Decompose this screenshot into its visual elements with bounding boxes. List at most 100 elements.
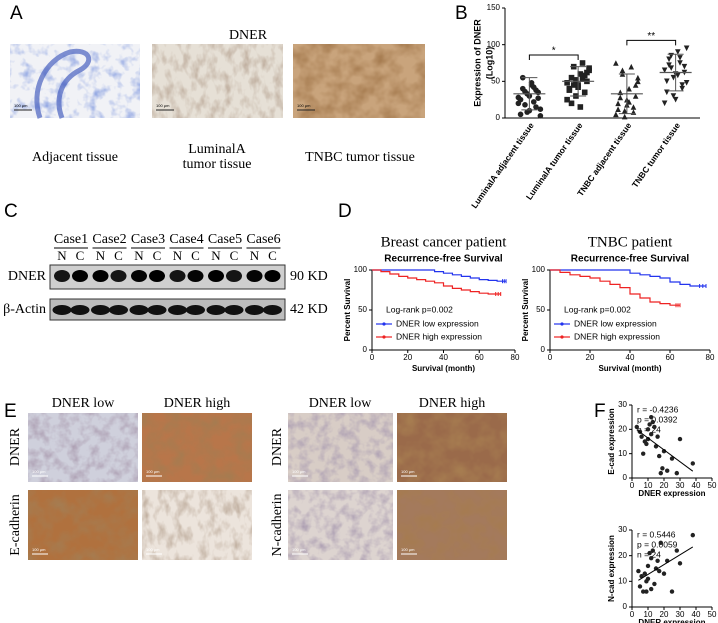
x-tick-label: 0 — [630, 610, 635, 619]
survival-curve — [372, 269, 501, 295]
data-point — [672, 96, 679, 103]
data-point — [677, 55, 683, 61]
data-point — [515, 94, 522, 101]
data-point — [617, 94, 624, 101]
data-point — [639, 434, 644, 439]
x-tick-label: 20 — [586, 353, 595, 362]
case-label: Case6 — [246, 232, 280, 247]
x-tick-label: 50 — [708, 481, 717, 490]
blot-band — [72, 270, 88, 282]
y-axis-label: Expression of DNER — [472, 19, 482, 107]
lane-label: C — [268, 248, 277, 263]
blot-band — [131, 270, 147, 282]
x-tick-label: 40 — [692, 610, 701, 619]
data-point — [628, 63, 635, 70]
legend-label: DNER high expression — [396, 331, 482, 341]
y-axis-label: Percent Survival — [343, 279, 352, 342]
data-point — [649, 586, 654, 592]
data-point — [528, 80, 535, 86]
data-point — [674, 470, 679, 476]
data-point — [564, 80, 570, 86]
y-tick-label: 100 — [354, 265, 368, 274]
legend-marker — [382, 335, 386, 339]
stat-label: p = 0.0059 — [637, 539, 678, 549]
x-tick-label: 30 — [676, 481, 685, 490]
blot-band — [110, 270, 127, 282]
scale-bar-label: 100 μm — [146, 547, 160, 552]
scale-bar-label: 100 μm — [32, 547, 46, 552]
data-point — [645, 427, 651, 432]
blot-band — [168, 305, 187, 315]
data-point — [645, 576, 651, 581]
blot-band — [245, 305, 264, 315]
y-tick-label: 30 — [618, 400, 627, 409]
data-point — [568, 74, 575, 81]
data-point — [537, 106, 544, 112]
regression-line — [638, 546, 694, 581]
data-point — [674, 548, 679, 553]
data-point — [661, 67, 668, 74]
chart-subtitle: Recurrence-free Survival — [384, 254, 503, 265]
data-point — [677, 60, 683, 66]
blot-band — [186, 305, 205, 315]
y-tick-label: 0 — [363, 345, 368, 354]
data-point — [665, 468, 670, 473]
legend-marker — [382, 322, 386, 326]
survival-curve — [550, 269, 706, 287]
data-point — [613, 111, 619, 118]
data-point — [649, 432, 654, 437]
data-point — [581, 89, 588, 96]
scale-bar-label: 100 μm — [32, 469, 46, 474]
data-point — [626, 99, 632, 105]
y-axis-label: Percent Survival — [521, 279, 530, 342]
data-point — [634, 424, 639, 430]
blot-band — [206, 305, 226, 315]
data-point — [683, 45, 690, 52]
data-point — [586, 65, 592, 71]
data-point — [690, 461, 695, 466]
y-tick-label: 10 — [618, 576, 627, 585]
data-point — [630, 104, 637, 110]
data-point — [645, 563, 651, 569]
blot-band — [70, 305, 90, 315]
blot-band — [109, 305, 128, 315]
row-label: DNER — [8, 427, 23, 466]
data-point — [660, 466, 665, 471]
data-point — [642, 571, 647, 576]
scale-bar-label: 100 μm — [156, 103, 170, 108]
data-point — [658, 470, 663, 476]
data-point — [517, 111, 524, 118]
data-point — [670, 93, 677, 99]
data-point — [655, 434, 660, 439]
panel-title: DNER — [229, 28, 268, 43]
band-size: 42 KD — [290, 302, 328, 317]
blot-band — [91, 305, 110, 315]
case-label: Case1 — [54, 232, 88, 247]
x-tick-label: 20 — [660, 610, 669, 619]
data-point — [675, 49, 681, 55]
data-point — [679, 82, 686, 88]
lane-label: N — [173, 248, 183, 263]
x-axis-label: Survival (month) — [412, 364, 475, 373]
blot-band — [208, 270, 224, 282]
x-tick-label: 40 — [692, 481, 701, 490]
data-point — [683, 80, 690, 86]
panel-label: C — [4, 201, 18, 222]
y-tick-label: 50 — [491, 76, 500, 85]
x-tick-label: 60 — [475, 353, 484, 362]
error-bar — [521, 77, 538, 111]
x-tick-label: LuminalA tumor tissue — [524, 120, 585, 201]
column-header: DNER low — [309, 396, 373, 411]
x-tick-label: 10 — [644, 610, 653, 619]
stat-label: p = 0.0392 — [637, 414, 678, 424]
x-tick-label: 40 — [626, 353, 635, 362]
y-axis-label: N-cad expression — [607, 535, 616, 602]
case-label: Case5 — [208, 232, 242, 247]
lane-label: C — [76, 248, 85, 263]
blot-band — [52, 305, 72, 315]
chart-title: Breast cancer patient — [381, 234, 508, 250]
caption: LuminalA — [188, 142, 246, 157]
lane-label: C — [230, 248, 239, 263]
column-header: DNER low — [52, 396, 116, 411]
annotation: Log-rank p=0.002 — [564, 304, 631, 314]
